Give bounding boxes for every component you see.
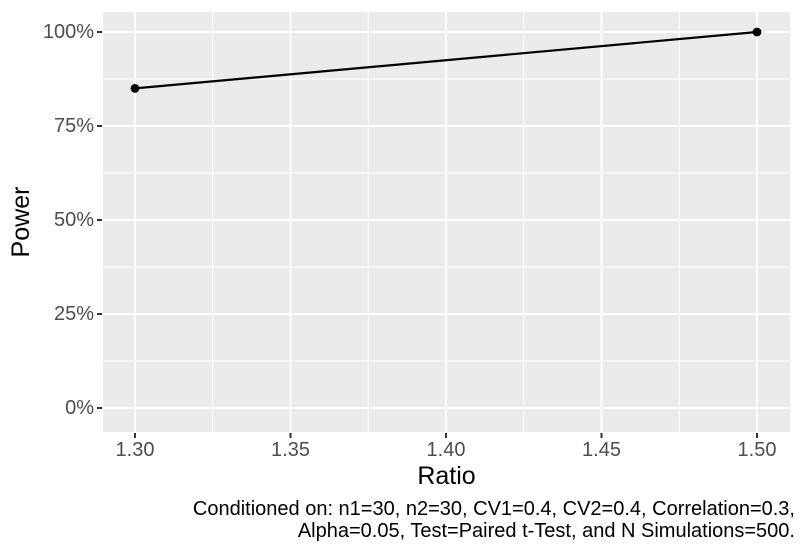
plot-panel: [97, 12, 790, 438]
x-axis-title: Ratio: [417, 462, 476, 490]
caption-line-1: Conditioned on: n1=30, n2=30, CV1=0.4, C…: [192, 498, 795, 520]
y-tick-label: 25%: [53, 303, 94, 325]
series-line: [134, 30, 758, 90]
x-tick-label: 1.30: [115, 439, 155, 461]
caption: Conditioned on: n1=30, n2=30, CV1=0.4, C…: [192, 498, 795, 542]
x-tick-label: 1.45: [582, 439, 621, 461]
y-tick-label: 0%: [65, 397, 94, 419]
y-tick-label: 100%: [42, 21, 94, 43]
data-point: [752, 27, 762, 37]
x-tick-label: 1.50: [737, 439, 777, 461]
y-axis-title: Power: [7, 186, 35, 258]
x-tick-label: 1.40: [426, 439, 466, 461]
data-point: [130, 84, 140, 93]
caption-line-2: Alpha=0.05, Test=Paired t-Test, and N Si…: [297, 519, 795, 542]
y-tick-label: 50%: [53, 209, 94, 231]
x-tick-label: 1.35: [271, 439, 310, 461]
y-tick-label: 75%: [53, 115, 94, 137]
